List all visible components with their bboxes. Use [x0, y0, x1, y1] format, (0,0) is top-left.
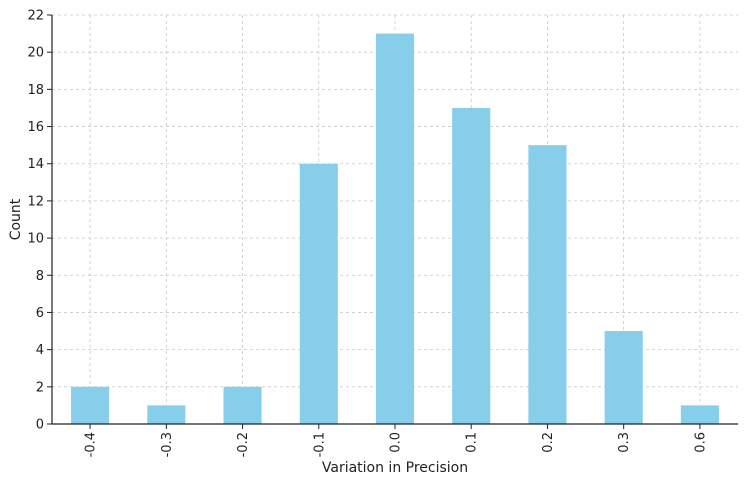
y-tick-label: 18 — [27, 83, 44, 98]
x-axis-label: Variation in Precision — [322, 460, 468, 476]
y-tick-label: 6 — [36, 306, 44, 321]
y-ticks: 0 2 4 6 8 10 12 14 16 18 20 22 — [27, 9, 52, 433]
y-tick-label: 16 — [27, 120, 44, 135]
bar — [452, 107, 491, 425]
y-axis-label: Count — [8, 198, 24, 240]
x-tick-label: 0.3 — [617, 432, 632, 453]
bar — [680, 405, 719, 424]
x-ticks: -0.4 -0.3 -0.2 -0.1 0.0 0.1 0.2 0.3 0.6 — [84, 424, 708, 457]
bars-group — [71, 33, 719, 425]
x-tick-label: 0.1 — [465, 432, 480, 453]
y-tick-label: 0 — [36, 418, 44, 433]
x-tick-label: 0.0 — [389, 432, 404, 453]
y-tick-label: 20 — [27, 46, 44, 61]
bar — [528, 145, 567, 425]
bar — [299, 163, 338, 424]
bar — [71, 386, 110, 424]
y-tick-label: 8 — [36, 269, 44, 284]
bar — [147, 405, 186, 424]
bar — [375, 33, 415, 424]
x-tick-label: -0.4 — [84, 432, 99, 457]
bar — [223, 386, 262, 424]
y-tick-label: 4 — [36, 343, 44, 358]
x-tick-label: 0.6 — [693, 432, 708, 453]
y-tick-label: 12 — [27, 194, 44, 209]
y-tick-label: 14 — [27, 157, 44, 172]
y-tick-label: 10 — [27, 232, 44, 247]
x-tick-label: -0.2 — [236, 432, 251, 457]
y-tick-label: 22 — [27, 9, 44, 24]
x-tick-label: -0.1 — [312, 432, 327, 457]
bar — [604, 331, 643, 424]
x-tick-label: -0.3 — [160, 432, 175, 457]
x-tick-label: 0.2 — [541, 432, 556, 453]
y-tick-label: 2 — [36, 380, 44, 395]
